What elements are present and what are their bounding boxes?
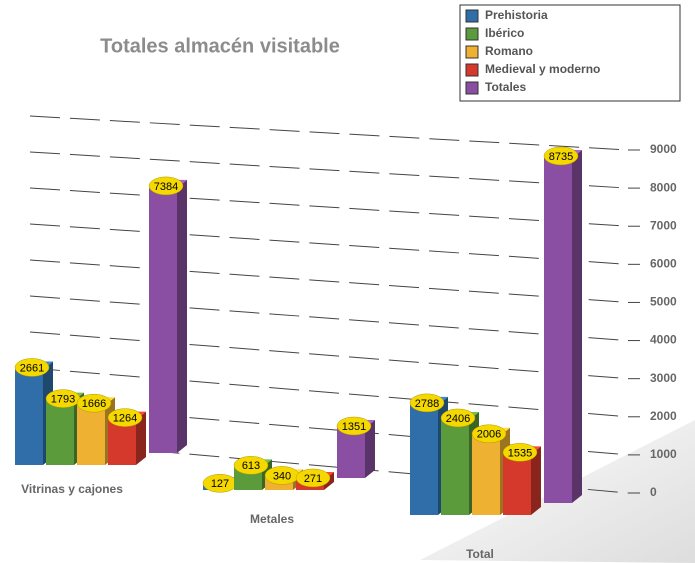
x-tick-label: Metales (250, 512, 294, 526)
data-label-bg (148, 176, 184, 196)
legend-label: Ibérico (485, 26, 524, 40)
bar-side (531, 446, 541, 515)
y-tick-label: 5000 (650, 295, 677, 309)
data-label: 1666 (82, 398, 106, 410)
grid-line (29, 259, 629, 303)
x-tick-label: Total (466, 547, 494, 561)
data-label: 2406 (446, 413, 470, 425)
data-label: 8735 (549, 151, 573, 163)
data-label-bg (76, 393, 112, 413)
bar (149, 187, 177, 453)
x-tick-label: Vitrinas y cajones (21, 482, 123, 496)
bar (77, 405, 105, 465)
bar (472, 435, 500, 515)
data-label: 2788 (415, 398, 439, 410)
y-tick-label: 3000 (650, 371, 677, 385)
data-label-bg (502, 443, 538, 462)
legend-label: Medieval y moderno (485, 62, 600, 76)
data-label: 1351 (342, 421, 366, 433)
y-tick-label: 9000 (650, 142, 677, 156)
data-label: 7384 (154, 181, 178, 193)
data-label: 271 (304, 473, 322, 485)
y-tick-label: 2000 (650, 409, 677, 423)
data-label-bg (543, 146, 579, 166)
data-label: 1535 (508, 447, 532, 459)
bar-side (572, 149, 582, 503)
grid-line (29, 295, 629, 342)
y-tick-label: 6000 (650, 257, 677, 271)
data-label: 340 (273, 470, 291, 482)
data-label-bg (107, 408, 143, 427)
legend-swatch (465, 9, 479, 23)
y-tick-label: 4000 (650, 333, 677, 347)
bar (441, 419, 469, 515)
y-tick-label: 8000 (650, 180, 677, 194)
bar (544, 157, 572, 503)
legend-swatch (465, 81, 479, 95)
y-tick-label: 0 (650, 485, 657, 499)
data-label-bg (471, 424, 507, 444)
bar (46, 400, 74, 465)
data-label: 1264 (113, 413, 137, 425)
data-label: 613 (242, 460, 260, 472)
bar (410, 404, 438, 515)
legend-swatch (465, 63, 479, 77)
grid-line (29, 151, 629, 189)
legend-swatch (465, 45, 479, 59)
bar (15, 369, 43, 465)
bar (503, 454, 531, 515)
grid-line (29, 223, 629, 265)
legend-label: Romano (485, 44, 533, 58)
data-label-bg (409, 393, 445, 413)
bar-side (136, 411, 146, 465)
legend-label: Prehistoria (485, 8, 548, 22)
data-label-bg (336, 416, 372, 436)
data-label-bg (233, 456, 269, 475)
data-label: 2006 (477, 429, 501, 441)
chart-title: Totales almacén visitable (100, 35, 340, 57)
data-label-bg (440, 408, 476, 428)
data-label: 1793 (51, 394, 75, 406)
bar-side (365, 420, 375, 478)
data-label-bg (295, 468, 331, 488)
legend-swatch (465, 27, 479, 41)
y-tick-label: 7000 (650, 218, 677, 232)
data-label-bg (14, 358, 50, 377)
legend (459, 4, 681, 102)
data-label: 127 (211, 478, 229, 490)
bar (108, 419, 136, 465)
bar (337, 428, 365, 478)
bar-side (177, 179, 187, 453)
grid-line (29, 187, 629, 227)
y-tick-label: 1000 (650, 447, 677, 461)
grid-line (29, 367, 629, 418)
legend-label: Totales (485, 80, 526, 94)
grid-line (29, 331, 629, 380)
data-label: 2661 (20, 362, 44, 374)
grid-line (29, 115, 629, 151)
